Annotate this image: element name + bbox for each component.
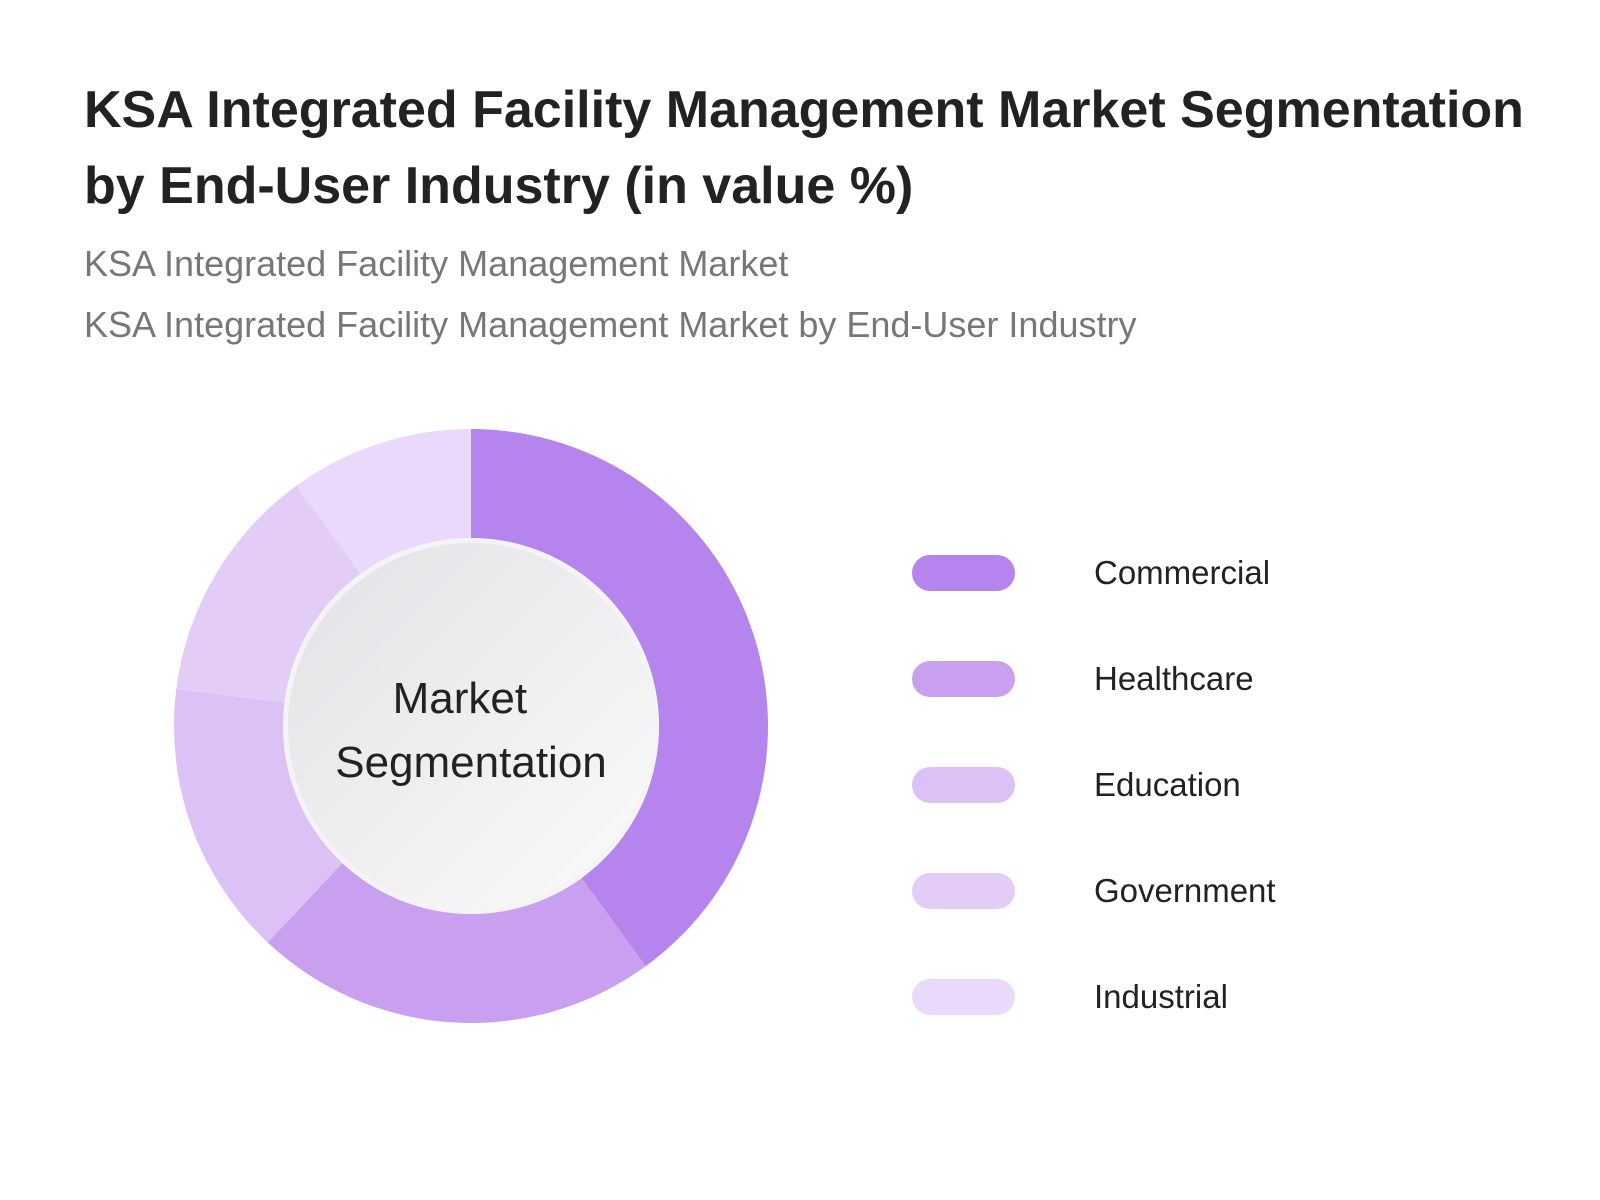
- legend-label-industrial: Industrial: [1094, 978, 1228, 1015]
- slice-industrial[interactable]: [296, 429, 471, 574]
- legend-swatch-education: [912, 767, 1015, 803]
- slice-government[interactable]: [176, 485, 361, 703]
- chart-subtitle: KSA Integrated Facility Management Marke…: [84, 243, 789, 284]
- legend-label-government: Government: [1094, 872, 1276, 909]
- chart-title: KSA Integrated Facility Management Marke…: [84, 81, 1524, 215]
- legend-swatch-healthcare: [912, 661, 1015, 697]
- slice-commercial[interactable]: [471, 429, 768, 967]
- legend-swatch-government: [912, 873, 1015, 909]
- legend-label-commercial: Commercial: [1094, 554, 1271, 591]
- chart-subtitle-secondary: KSA Integrated Facility Management Marke…: [84, 304, 1137, 345]
- legend-swatch-industrial: [912, 979, 1015, 1015]
- legend-label-healthcare: Healthcare: [1094, 660, 1254, 697]
- center-label-line-1: Market: [393, 674, 527, 723]
- legend-swatch-commercial: [912, 555, 1015, 591]
- legend-label-education: Education: [1094, 766, 1241, 803]
- donut-slices: [174, 429, 768, 1023]
- slice-healthcare[interactable]: [267, 863, 646, 1023]
- donut-center-face: [288, 543, 654, 909]
- center-label: Market Segmentation: [335, 674, 607, 787]
- slice-education[interactable]: [174, 688, 343, 943]
- center-label-line-2: Segmentation: [335, 738, 607, 787]
